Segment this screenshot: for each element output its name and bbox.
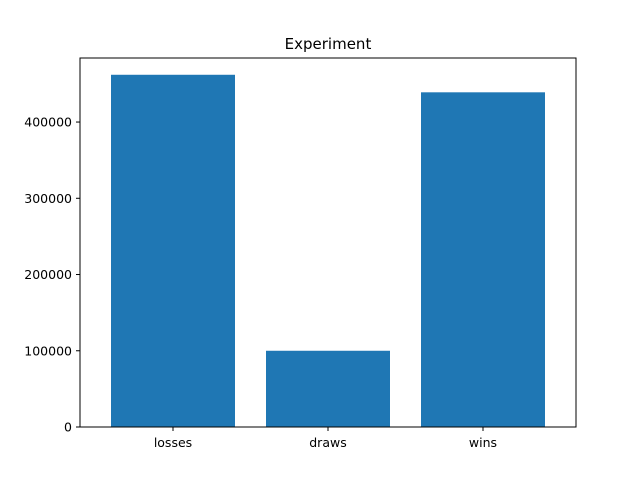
y-axis-ticks: 0 100000 200000 300000 400000: [24, 115, 80, 435]
bars-group: [111, 74, 545, 427]
y-tick-label: 200000: [24, 267, 72, 282]
x-tick-label: losses: [154, 435, 192, 450]
plot-area-frame: [79, 57, 577, 428]
x-axis-ticks: losses draws wins: [154, 427, 497, 450]
x-tick-label: draws: [309, 435, 346, 450]
y-tick-label: 400000: [24, 115, 72, 130]
x-tick-label: wins: [469, 435, 497, 450]
chart-title: Experiment: [285, 35, 372, 53]
bar-draws: [266, 350, 390, 427]
y-tick-label: 300000: [24, 191, 72, 206]
bar-wins: [421, 92, 545, 427]
y-tick-label: 100000: [24, 343, 72, 358]
y-tick-label: 0: [64, 420, 72, 435]
bar-losses: [111, 74, 235, 427]
